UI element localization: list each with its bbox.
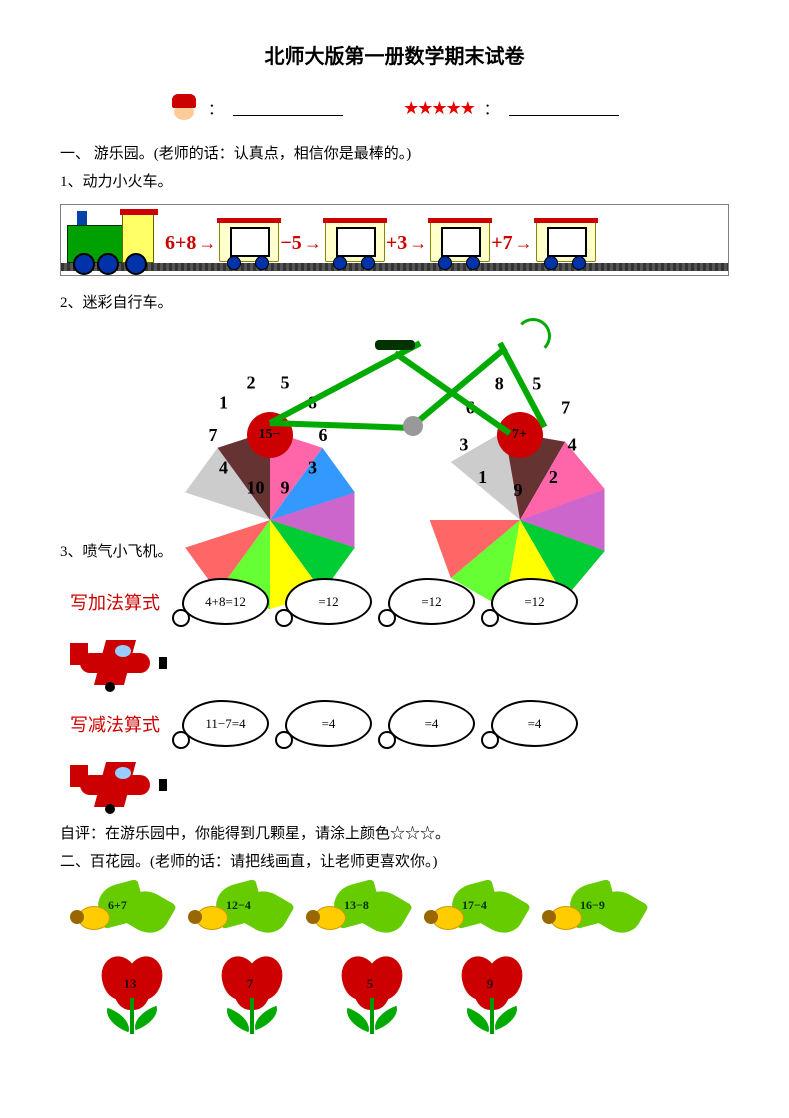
locomotive-icon bbox=[67, 213, 162, 273]
wheel-number: 3 bbox=[308, 457, 317, 478]
wheel-number: 6 bbox=[319, 425, 328, 446]
cloud-add-1[interactable]: 4+8=12 bbox=[178, 574, 273, 629]
bee-item[interactable]: 6+7 bbox=[70, 884, 170, 944]
plane-icon bbox=[70, 757, 165, 812]
wheel-number: 7 bbox=[561, 398, 570, 419]
bee-item[interactable]: 13−8 bbox=[306, 884, 406, 944]
wheel-number: 10 bbox=[247, 477, 265, 498]
q3-label: 3、喷气小飞机。 bbox=[60, 540, 729, 564]
wagon-1[interactable] bbox=[219, 220, 277, 266]
train-op-3: +7 bbox=[491, 232, 512, 255]
cloud-add-3[interactable]: =12 bbox=[384, 574, 479, 629]
wagon-4[interactable] bbox=[536, 220, 594, 266]
student-icon bbox=[170, 94, 198, 122]
self-eval-text: 自评：在游乐园中，你能得到几颗星，请涂上颜色☆☆☆。 bbox=[60, 822, 729, 846]
train-op-2: +3 bbox=[386, 232, 407, 255]
wheel-number: 1 bbox=[478, 467, 487, 488]
arrow-icon: → bbox=[515, 233, 533, 254]
wheel-number: 9 bbox=[280, 477, 289, 498]
wheel-number: 5 bbox=[532, 373, 541, 394]
header-row: ： ★★★★★ ： bbox=[60, 94, 729, 122]
arrow-icon: → bbox=[198, 233, 216, 254]
airplane-figure: 写加法算式 4+8=12 =12 =12 =12 写减法算式 11−7=4 =4… bbox=[60, 574, 729, 812]
q2-label: 2、迷彩自行车。 bbox=[60, 291, 729, 315]
flower-item[interactable]: 5 bbox=[330, 954, 420, 1034]
arrow-icon: → bbox=[409, 233, 427, 254]
wheel-number: 8 bbox=[495, 373, 504, 394]
flower-item[interactable]: 13 bbox=[90, 954, 180, 1034]
score-blank[interactable] bbox=[509, 101, 619, 116]
name-blank[interactable] bbox=[233, 101, 343, 116]
cloud-sub-3[interactable]: =4 bbox=[384, 696, 479, 751]
flower-item[interactable]: 9 bbox=[450, 954, 540, 1034]
plane-icon bbox=[70, 635, 165, 690]
wheel-number: 3 bbox=[459, 435, 468, 456]
wheel-number: 5 bbox=[280, 373, 289, 394]
left-wheel: 5863910471215− bbox=[185, 350, 355, 520]
q1-label: 1、动力小火车。 bbox=[60, 170, 729, 194]
arrow-icon: → bbox=[304, 233, 322, 254]
section1-heading: 一、 游乐园。(老师的话：认真点，相信你是最棒的。) bbox=[60, 142, 729, 166]
bee-item[interactable]: 12−4 bbox=[188, 884, 288, 944]
bicycle-figure: 5863910471215− 5742913687+ bbox=[60, 330, 729, 520]
add-label: 写加法算式 bbox=[60, 589, 170, 615]
wagon-2[interactable] bbox=[325, 220, 383, 266]
train-op-1: −5 bbox=[280, 232, 301, 255]
bee-item[interactable]: 17−4 bbox=[424, 884, 524, 944]
wheel-number: 4 bbox=[568, 435, 577, 456]
bee-item[interactable]: 16−9 bbox=[542, 884, 642, 944]
name-colon: ： bbox=[208, 98, 223, 119]
flower-figure: 6+7 12−4 13−8 17−4 16−9 13 759 bbox=[60, 884, 729, 1034]
train-start: 6+8 bbox=[165, 232, 196, 255]
wheel-number: 4 bbox=[219, 457, 228, 478]
flower-item[interactable]: 7 bbox=[210, 954, 300, 1034]
wheel-number: 9 bbox=[514, 480, 523, 501]
cloud-add-4[interactable]: =12 bbox=[487, 574, 582, 629]
wheel-number: 1 bbox=[219, 393, 228, 414]
wheel-number: 7 bbox=[209, 425, 218, 446]
cloud-add-2[interactable]: =12 bbox=[281, 574, 376, 629]
wheel-number: 2 bbox=[549, 467, 558, 488]
cloud-sub-4[interactable]: =4 bbox=[487, 696, 582, 751]
wagon-3[interactable] bbox=[430, 220, 488, 266]
wheel-number: 2 bbox=[247, 373, 256, 394]
cloud-sub-2[interactable]: =4 bbox=[281, 696, 376, 751]
train-figure: 6+8 → −5 → +3 → +7 → bbox=[60, 204, 729, 276]
sub-label: 写减法算式 bbox=[60, 711, 170, 737]
stars-icon: ★★★★★ bbox=[403, 98, 474, 119]
section2-heading: 二、百花园。(老师的话：请把线画直，让老师更喜欢你。) bbox=[60, 850, 729, 874]
page-title: 北师大版第一册数学期末试卷 bbox=[60, 40, 729, 69]
wheel-hub: 7+ bbox=[497, 412, 543, 458]
cloud-sub-1[interactable]: 11−7=4 bbox=[178, 696, 273, 751]
stars-colon: ： bbox=[484, 98, 499, 119]
